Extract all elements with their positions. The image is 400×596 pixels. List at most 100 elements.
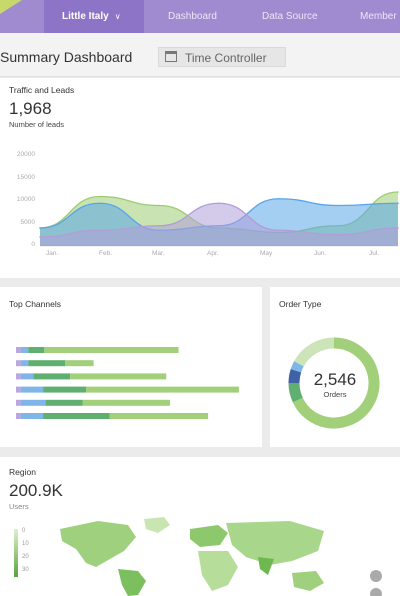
series-1-point-6: [397, 202, 399, 205]
brand-accent: [0, 0, 22, 14]
region-value: 200.9K: [9, 481, 63, 500]
map-africa: [198, 551, 238, 591]
x-tick-label: Mar.: [152, 250, 165, 257]
order-slice-4: [294, 337, 335, 367]
channel-bar-1-segment-1: [20, 360, 29, 367]
channel-bar-5-segment-1: [20, 413, 44, 419]
nav-item-label: Little Italy: [62, 11, 109, 22]
series-2-point-1: [98, 229, 101, 232]
map-south-america: [118, 569, 146, 596]
orders-label: Orders: [323, 390, 347, 399]
scale-label: 30: [22, 567, 29, 573]
x-tick-label: Jun.: [314, 250, 327, 257]
channel-bar-0-segment-3: [44, 347, 179, 353]
card-title: Traffic and Leads: [9, 85, 75, 95]
nav-item-little-italy[interactable]: Little Italy ∨: [44, 0, 144, 33]
region-card: Region 200.9K Users 0 10 20 30: [0, 457, 400, 596]
nav-item-member[interactable]: Member: [360, 11, 397, 22]
series-1-point-0: [39, 227, 41, 229]
channel-bar-4-segment-1: [20, 399, 46, 406]
card-title: Top Channels: [9, 299, 61, 309]
scale-label: 10: [22, 541, 29, 547]
y-tick-label: 0: [31, 241, 35, 248]
x-tick-label: May: [260, 250, 273, 257]
scale-label: 20: [22, 554, 29, 560]
channel-bar-2-segment-3: [70, 373, 167, 380]
channel-bar-3-segment-0: [16, 386, 21, 393]
time-controller-label: Time Controller: [185, 51, 267, 65]
channel-bar-2-segment-2: [33, 373, 71, 380]
channel-bar-3-segment-3: [86, 386, 239, 393]
map-north-america: [60, 521, 136, 567]
orders-value: 2,546: [313, 370, 357, 389]
world-map: [60, 517, 324, 596]
channel-bar-2-segment-0: [16, 373, 21, 380]
channel-bar-3-segment-1: [20, 386, 44, 393]
channel-bar-1-segment-0: [16, 360, 21, 367]
page-title: Summary Dashboard: [0, 49, 133, 65]
traffic-leads-card: Traffic and Leads 1,968 Number of leads …: [0, 78, 400, 278]
map-legend-scale: [14, 529, 18, 577]
zoom-out-icon[interactable]: [370, 588, 382, 596]
map-australia: [292, 571, 324, 591]
channel-bar-1-segment-2: [28, 360, 66, 367]
channel-bar-4-segment-0: [16, 399, 21, 406]
map-asia: [226, 521, 324, 565]
channel-bar-3-segment-2: [43, 386, 87, 393]
series-2-point-6: [397, 227, 399, 229]
map-europe: [190, 525, 228, 547]
channel-bar-0-segment-1: [20, 347, 29, 353]
order-type-donut-chart: [288, 337, 380, 429]
series-2-point-2: [158, 224, 161, 227]
channel-bar-4-segment-3: [82, 399, 170, 406]
channel-bar-2-segment-1: [20, 373, 34, 380]
top-nav: Little Italy ∨ Dashboard Data Source Memb…: [0, 0, 400, 33]
series-2-point-0: [39, 236, 41, 238]
zoom-in-icon[interactable]: [370, 570, 382, 582]
top-channels-bar-chart: [16, 347, 239, 419]
channel-bar-1-segment-3: [65, 360, 94, 367]
x-tick-label: Apr.: [207, 250, 219, 257]
time-controller-button[interactable]: Time Controller: [158, 47, 286, 67]
nav-item-data-source[interactable]: Data Source: [262, 11, 318, 22]
channel-bar-5-segment-2: [43, 413, 110, 419]
map-greenland: [144, 517, 170, 533]
card-title: Region: [9, 467, 36, 477]
order-slice-1: [288, 382, 303, 403]
scale-label: 0: [22, 528, 26, 534]
series-2-point-4: [277, 229, 280, 232]
y-tick-label: 5000: [20, 219, 35, 226]
x-tick-label: Jul.: [369, 250, 380, 257]
leads-caption: Number of leads: [9, 120, 65, 129]
channel-bar-0-segment-0: [16, 347, 21, 353]
y-tick-label: 20000: [16, 151, 35, 158]
series-0-point-6: [397, 191, 399, 193]
series-2-point-3: [218, 202, 220, 205]
card-title: Order Type: [279, 299, 322, 309]
calendar-icon: [165, 51, 177, 62]
leads-value: 1,968: [9, 99, 52, 118]
series-2-area: [40, 203, 398, 246]
series-0-point-2: [158, 204, 161, 207]
channel-bar-0-segment-2: [28, 347, 45, 353]
region-caption: Users: [9, 502, 29, 511]
channel-bar-5-segment-0: [16, 413, 21, 419]
series-2-point-5: [337, 233, 340, 236]
order-slice-2: [288, 368, 302, 384]
series-1-point-1: [98, 202, 101, 205]
map-india: [258, 557, 274, 575]
channel-bar-4-segment-2: [45, 399, 83, 406]
order-slice-0: [292, 337, 380, 429]
series-1-point-4: [277, 197, 280, 200]
y-tick-label: 15000: [16, 174, 35, 181]
channel-bar-5-segment-3: [109, 413, 209, 419]
y-tick-label: 10000: [16, 196, 35, 203]
series-0-point-1: [98, 195, 101, 198]
page-header: Summary Dashboard Time Controller: [0, 33, 400, 77]
nav-item-dashboard[interactable]: Dashboard: [168, 11, 217, 22]
series-1-point-5: [337, 204, 340, 207]
traffic-area-chart: [39, 191, 399, 247]
chevron-down-icon[interactable]: ∨: [114, 12, 121, 21]
order-slice-3: [290, 361, 304, 373]
x-tick-label: Feb.: [99, 250, 113, 257]
